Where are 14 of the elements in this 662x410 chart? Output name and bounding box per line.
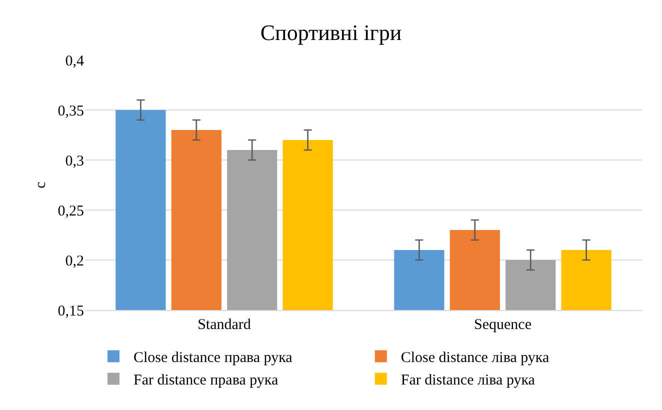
legend-label: Close distance права рука — [134, 350, 293, 366]
chart-title: Спортивні ігри — [260, 20, 402, 45]
x-tick-label: Sequence — [474, 317, 532, 333]
y-tick-label: 0,2 — [65, 253, 84, 270]
y-tick-label: 0,3 — [65, 153, 84, 170]
y-axis-title: c — [33, 181, 49, 188]
legend-label: Far distance права рука — [134, 372, 278, 389]
y-tick-label: 0,15 — [58, 303, 84, 320]
legend-label: Far distance ліва рука — [400, 372, 536, 389]
x-tick-label: Standard — [198, 317, 252, 333]
y-tick-label: 0,35 — [58, 103, 84, 120]
y-tick-label: 0,4 — [65, 53, 84, 70]
legend-label: Close distance ліва рука — [400, 350, 550, 366]
y-tick-label: 0,25 — [58, 203, 84, 220]
